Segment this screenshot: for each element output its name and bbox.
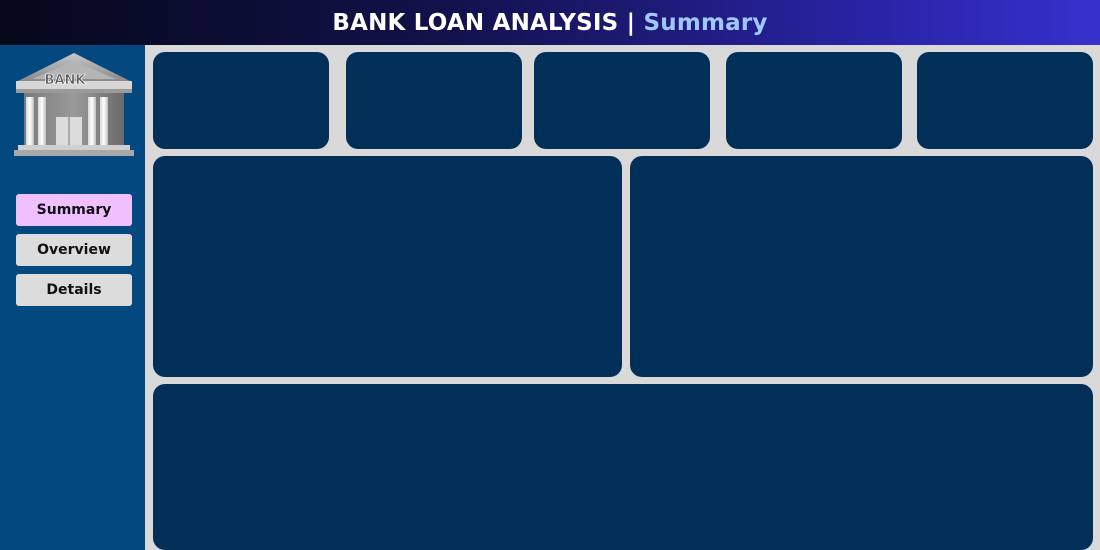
kpi-card-1: [153, 52, 329, 149]
kpi-card-5: [917, 52, 1093, 149]
page-subtitle: Summary: [643, 9, 768, 36]
sidebar: BANK Summary Overview Details: [0, 45, 145, 550]
title-text: BANK LOAN ANALYSIS: [332, 9, 619, 36]
kpi-card-3: [534, 52, 710, 149]
chart-panel-right: [630, 156, 1093, 377]
chart-panel-left: [153, 156, 622, 377]
kpi-card-4: [726, 52, 902, 149]
page-title: BANK LOAN ANALYSIS | Summary: [332, 10, 767, 36]
nav-overview-button[interactable]: Overview: [16, 234, 132, 266]
nav-summary-button[interactable]: Summary: [16, 194, 132, 226]
chart-panel-bottom: [153, 384, 1093, 550]
header-bar: BANK LOAN ANALYSIS | Summary: [0, 0, 1100, 45]
bank-building-icon: BANK: [14, 53, 134, 156]
kpi-card-2: [346, 52, 522, 149]
title-separator: |: [626, 9, 636, 36]
nav-details-button[interactable]: Details: [16, 274, 132, 306]
bank-sign-text: BANK: [45, 73, 87, 88]
